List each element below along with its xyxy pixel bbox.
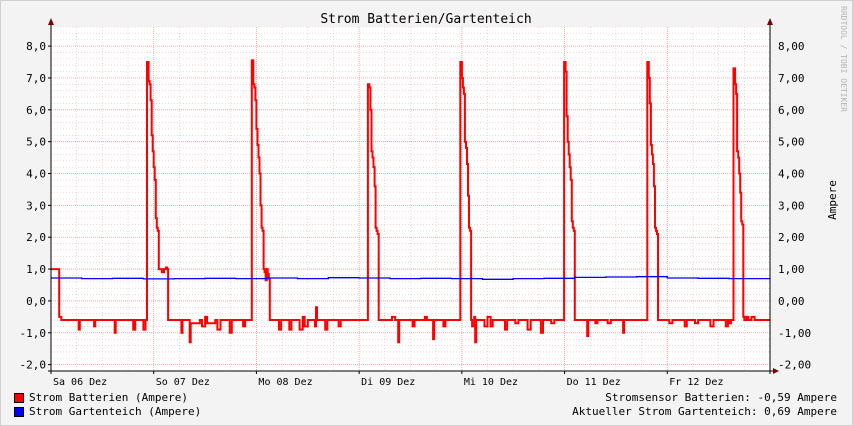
y-tick-label-left: 4,0: [26, 168, 46, 181]
y-tick-label-left: 0,0: [26, 295, 46, 308]
legend-swatch-batterien: [14, 393, 24, 403]
y-tick-label-right: 4,00: [778, 168, 805, 181]
y-tick-label-left: 1,0: [26, 263, 46, 276]
y-axis-arrow-left: [48, 18, 54, 25]
legend-item-batterien: Strom Batterien (Ampere): [14, 391, 188, 404]
x-tick-label: Sa 06 Dez: [53, 377, 107, 388]
series-layer: [51, 59, 771, 344]
y-tick-label-left: 7,0: [26, 72, 46, 85]
y-axis-arrow-right: [767, 18, 773, 25]
y-tick-label-right: -2,00: [778, 359, 811, 372]
x-tick-label: Mo 08 Dez: [258, 377, 312, 388]
y-tick-label-left: 5,0: [26, 136, 46, 149]
rrdtool-watermark: RRDTOOL / TOBI OETIKER: [839, 6, 848, 112]
y-tick-label-right: 8,00: [778, 40, 805, 53]
y-tick-label-right: 7,00: [778, 72, 805, 85]
series-line-gartenteich: [51, 276, 771, 280]
x-tick-label: Do 11 Dez: [567, 377, 621, 388]
y-tick-label-right: 0,00: [778, 295, 805, 308]
x-tick-label: Di 09 Dez: [361, 377, 415, 388]
legend-swatch-gartenteich: [14, 407, 24, 417]
readout-gartenteich: Aktueller Strom Gartenteich: 0,69 Ampere: [572, 405, 837, 418]
legend-label-batterien: Strom Batterien (Ampere): [29, 391, 188, 404]
y-tick-label-right: 6,00: [778, 104, 805, 117]
y-tick-label-right: 5,00: [778, 136, 805, 149]
y-tick-label-left: 8,0: [26, 40, 46, 53]
y-tick-label-left: 2,0: [26, 231, 46, 244]
legend-item-gartenteich: Strom Gartenteich (Ampere): [14, 405, 201, 418]
axes: 8,0 8,00 7,0 7,00 6,0 6,00 5,0 5,00 4,0 4,00 3,0 3,…: [20, 18, 811, 388]
y-tick-label-left: -2,0: [20, 359, 47, 372]
x-tick-label: Fr 12 Dez: [669, 377, 723, 388]
y-tick-label-left: 6,0: [26, 104, 46, 117]
y-tick-label-right: -1,00: [778, 327, 811, 340]
chart-title: Strom Batterien/Gartenteich: [320, 12, 531, 27]
x-tick-label: So 07 Dez: [156, 377, 210, 388]
x-axis-arrow: [773, 368, 779, 374]
readout-batterien: Stromsensor Batterien: -0,59 Ampere: [605, 391, 837, 404]
y-tick-label-right: 1,00: [778, 263, 805, 276]
series-line-batterien: [51, 59, 770, 344]
y-tick-label-right: 2,00: [778, 231, 805, 244]
y-tick-label-left: 3,0: [26, 199, 46, 212]
y-axis-label-right: Ampere: [826, 180, 839, 220]
y-tick-label-right: 3,00: [778, 199, 805, 212]
legend-label-gartenteich: Strom Gartenteich (Ampere): [29, 405, 202, 418]
y-tick-label-left: -1,0: [20, 327, 47, 340]
x-tick-label: Mi 10 Dez: [464, 377, 518, 388]
